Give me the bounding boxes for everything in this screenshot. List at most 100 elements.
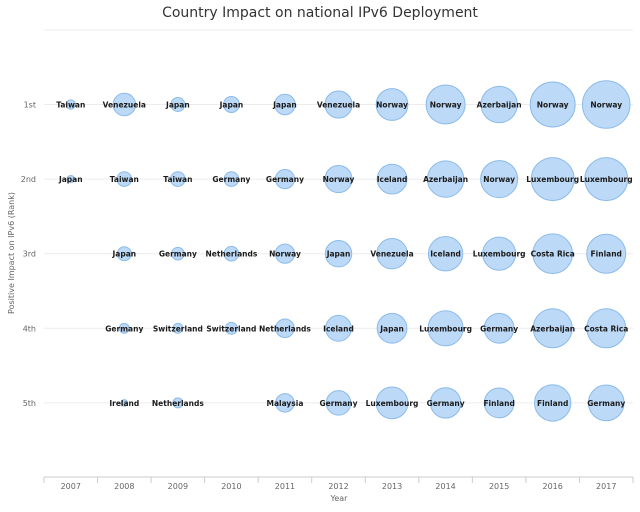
bubble-label: Japan xyxy=(219,101,244,110)
bubble-point xyxy=(325,314,352,342)
bubble-point xyxy=(118,322,130,334)
bubble-point xyxy=(324,239,353,268)
bubble-label: Luxembourg xyxy=(366,399,419,408)
bubble-point xyxy=(275,393,295,413)
bubble-point xyxy=(429,387,462,419)
x-tick-label: 2016 xyxy=(543,482,563,491)
bubble-label: Costa Rica xyxy=(584,324,628,333)
bubble-point xyxy=(170,97,186,112)
axes: 1st 2nd 3rd 4th 5th 2007 2008 2009 2010 2011 2012 2… xyxy=(21,101,634,491)
y-tick-label: 5th xyxy=(23,399,36,408)
bubble-point xyxy=(65,99,76,110)
x-tick-label: 2013 xyxy=(382,482,402,491)
bubble-label: Japan xyxy=(58,175,83,184)
bubble-point xyxy=(170,171,186,187)
bubble-point xyxy=(483,312,515,344)
y-tick-label: 2nd xyxy=(21,175,36,184)
bubble-point xyxy=(274,93,296,116)
bubble-label: Germany xyxy=(427,399,465,408)
bubble-point xyxy=(375,88,409,121)
bubble-label: Finland xyxy=(483,399,514,408)
bubble-point xyxy=(482,236,517,271)
x-tick-label: 2015 xyxy=(489,482,509,491)
bubble-label: Costa Rica xyxy=(531,250,575,259)
bubble-label: Japan xyxy=(379,324,404,333)
bubble-point xyxy=(532,308,573,349)
bubbles xyxy=(65,80,631,422)
bubble-point xyxy=(587,384,625,422)
bubble-point xyxy=(274,243,296,264)
bubble-point xyxy=(324,90,353,119)
bubble-point xyxy=(172,397,184,409)
bubble-point xyxy=(275,318,295,339)
bubble-point xyxy=(222,96,240,113)
bubble-point xyxy=(584,157,629,202)
bubble-point xyxy=(325,390,352,416)
bubble-label: Netherlands xyxy=(152,399,204,408)
bubble-point xyxy=(483,387,515,419)
x-tick-label: 2010 xyxy=(221,482,241,491)
bubble-label: Taiwan xyxy=(163,175,192,184)
bubble-label: Germany xyxy=(587,399,625,408)
x-tick-label: 2014 xyxy=(435,482,455,491)
bubble-label: Germany xyxy=(266,175,304,184)
bubble-point xyxy=(112,92,137,117)
bubble-label: Venezuela xyxy=(370,250,413,259)
bubble-point xyxy=(581,80,631,129)
bubble-label: Luxembourg xyxy=(526,175,579,184)
bubble-point xyxy=(116,171,133,187)
bubble-point xyxy=(425,84,466,125)
bubble-label: Malaysia xyxy=(266,399,303,408)
bubble-point xyxy=(66,174,75,184)
bubble-label: Switzerland xyxy=(153,324,203,333)
bubble-label: Germany xyxy=(105,324,143,333)
bubble-point xyxy=(530,157,575,202)
bubble-point xyxy=(534,384,572,422)
x-tick-label: 2012 xyxy=(328,482,348,491)
bubble-label: Norway xyxy=(376,101,408,110)
bubble-point xyxy=(480,160,519,199)
bubble-point xyxy=(375,386,409,420)
x-axis-title: Year xyxy=(330,494,349,503)
bubble-point xyxy=(223,171,240,187)
x-tick-label: 2011 xyxy=(275,482,295,491)
bubble-point xyxy=(171,246,185,261)
x-tick-label: 2009 xyxy=(168,482,188,491)
bubble-label: Norway xyxy=(590,101,622,110)
bubble-labels: Taiwan Japan Venezuela Taiwan Japan Germany Ir… xyxy=(56,101,632,408)
bubble-point xyxy=(376,163,408,195)
y-axis-title: Positive Impact on IPv6 (Rank) xyxy=(7,192,16,314)
bubble-label: Norway xyxy=(537,101,569,110)
bubble-label: Norway xyxy=(323,175,355,184)
bubble-point xyxy=(223,245,240,262)
x-tick-label: 2008 xyxy=(114,482,134,491)
bubble-label: Japan xyxy=(326,250,351,259)
bubble-label: Netherlands xyxy=(259,324,311,333)
bubble-point xyxy=(586,308,627,349)
bubble-point xyxy=(426,160,465,198)
bubble-label: Luxembourg xyxy=(580,175,633,184)
y-tick-label: 4th xyxy=(23,324,36,333)
bubble-label: Germany xyxy=(212,175,250,184)
bubble-label: Iceland xyxy=(377,175,408,184)
bubble-label: Iceland xyxy=(430,250,461,259)
bubble-label: Germany xyxy=(480,324,518,333)
bubble-point xyxy=(532,233,574,275)
bubble-point xyxy=(116,246,132,262)
bubble-label: Germany xyxy=(159,250,197,259)
bubble-label: Azerbaijan xyxy=(477,101,522,110)
bubble-point xyxy=(376,237,408,270)
bubble-label: Japan xyxy=(112,250,137,259)
bubble-label: Switzerland xyxy=(206,324,256,333)
chart-title: Country Impact on national IPv6 Deployme… xyxy=(162,5,478,21)
bubble-label: Japan xyxy=(272,101,297,110)
bubble-label: Iceland xyxy=(323,324,354,333)
bubble-point xyxy=(376,312,408,344)
y-tick-label: 3rd xyxy=(23,250,36,259)
bubble-label: Luxembourg xyxy=(473,250,526,259)
bubble-point xyxy=(586,233,627,274)
bubble-label: Japan xyxy=(165,101,190,110)
bubble-label: Norway xyxy=(483,175,515,184)
bubble-point xyxy=(172,322,184,334)
